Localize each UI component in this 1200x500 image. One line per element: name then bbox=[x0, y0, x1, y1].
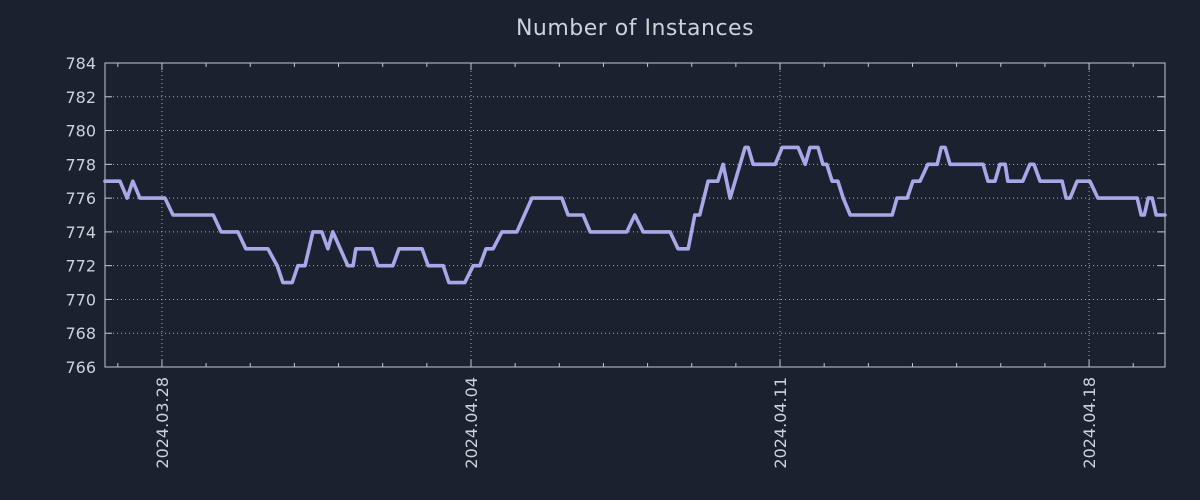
y-axis-label: 780 bbox=[65, 122, 96, 141]
x-axis-label: 2024.04.11 bbox=[771, 377, 790, 469]
y-axis-label: 768 bbox=[65, 324, 96, 343]
y-axis-label: 778 bbox=[65, 155, 96, 174]
x-axis-label: 2024.04.18 bbox=[1080, 377, 1099, 469]
series-line bbox=[103, 145, 1167, 285]
x-axis-label: 2024.03.28 bbox=[153, 377, 172, 469]
y-axis-label: 772 bbox=[65, 257, 96, 276]
y-axis-label: 776 bbox=[65, 189, 96, 208]
x-axis-label: 2024.04.04 bbox=[462, 377, 481, 469]
chart-title: Number of Instances bbox=[515, 16, 755, 41]
y-axis-label: 770 bbox=[65, 290, 96, 309]
y-axis-label: 784 bbox=[65, 54, 96, 73]
y-axis-label: 782 bbox=[65, 88, 96, 107]
y-axis-label: 766 bbox=[65, 358, 96, 377]
y-axis-label: 774 bbox=[65, 223, 96, 242]
